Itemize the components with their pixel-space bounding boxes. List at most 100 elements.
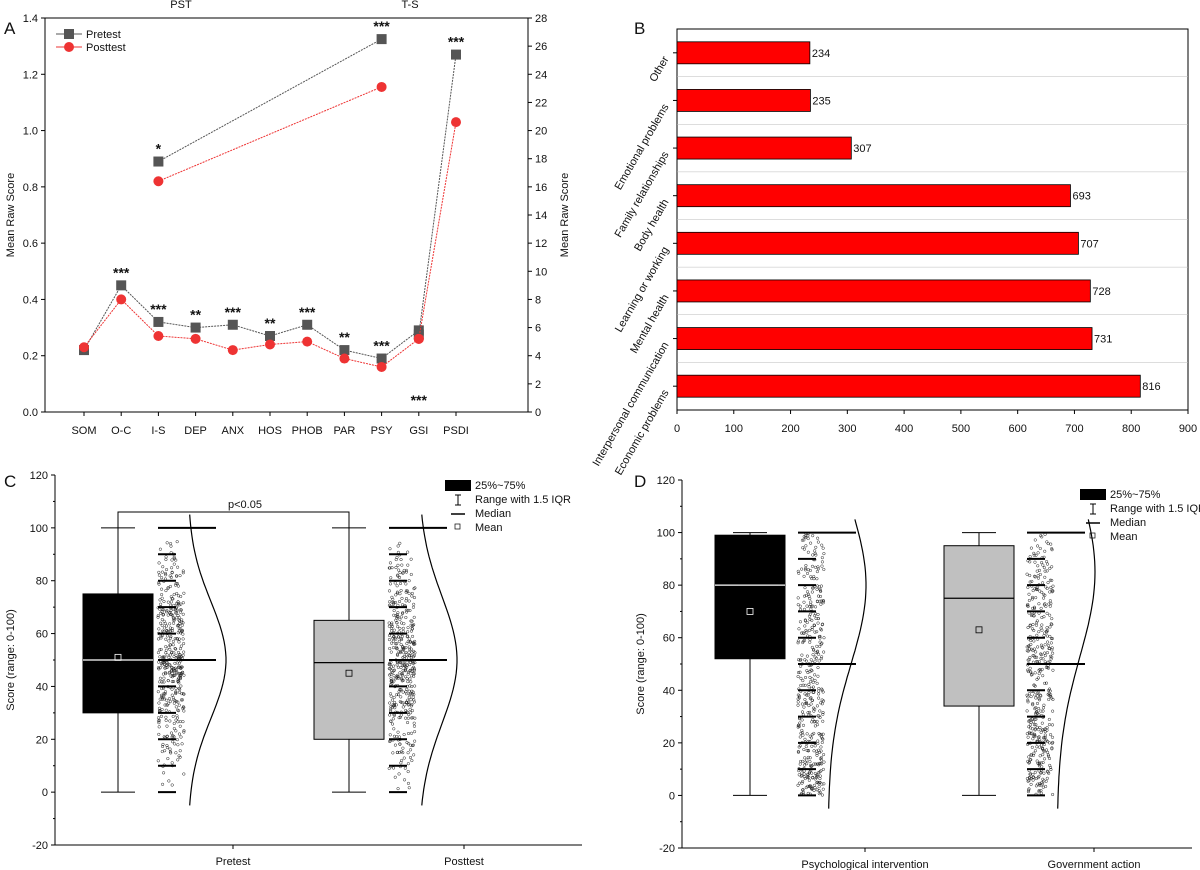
data-point-pretest [265,331,275,342]
legend: 25%~75% Range with 1.5 IQR Median Mean [445,480,571,534]
data-point [399,636,403,641]
x-tick-label: 800 [1122,423,1140,435]
data-point [1033,575,1037,579]
data-point [820,556,824,560]
data-point [171,668,175,672]
data-point [1043,569,1047,573]
data-point [804,593,808,597]
data-point [1047,602,1051,606]
data-point [805,604,809,608]
data-point [168,636,173,640]
data-point [176,743,180,747]
data-point [410,716,414,720]
data-point [1050,617,1054,621]
significance-marker: *** [373,338,390,354]
data-point [158,648,162,652]
data-point [406,770,410,774]
data-point [1037,660,1041,664]
data-point [1047,646,1051,651]
data-point [412,587,416,591]
data-point [408,654,412,658]
data-point [394,645,398,649]
data-point [390,600,394,604]
data-point [176,700,180,704]
data-point [412,753,416,757]
data-point [1051,589,1055,593]
data-point [1051,697,1055,701]
y-tick-label: 80 [663,580,675,592]
data-point [391,597,395,601]
data-point [402,651,406,655]
data-point [156,615,160,619]
data-point [174,611,178,615]
data-point [817,692,821,696]
data-point [157,627,161,631]
y-axis-label: Score (range: 0-100) [635,613,647,715]
data-point [157,667,161,671]
data-point [815,751,819,755]
data-point [412,667,417,671]
data-point [816,666,820,670]
data-point [1026,735,1030,739]
data-point [164,610,168,614]
y-tick-label: 20 [663,738,675,750]
data-point [404,608,408,612]
data-point [171,679,176,684]
data-point [816,741,820,746]
data-point [397,639,401,643]
data-point [1045,540,1049,544]
data-point [388,701,392,705]
data-point [164,718,168,722]
data-point [395,661,399,665]
data-point [165,746,169,750]
data-point [1050,735,1055,739]
data-point [174,690,178,694]
data-point [402,568,406,573]
data-point [1036,776,1040,780]
y-tick-label: 120 [657,475,675,487]
data-point [171,714,175,718]
data-point [161,744,165,749]
bar-value-label: 234 [812,48,830,60]
data-point [802,538,806,542]
y-right-tick-label: 2 [535,379,541,391]
data-point [796,569,800,573]
data-point [411,695,415,699]
data-point [400,596,404,600]
data-point [412,721,416,725]
data-point [164,708,168,712]
y-tick-label: Emotional problems [613,102,672,193]
data-point [412,700,416,704]
data-point [807,614,812,618]
data-point [172,721,176,726]
data-point [1030,627,1035,631]
data-point [412,672,416,676]
data-point [389,650,393,654]
legend-label: 25%~75% [475,480,526,492]
data-point [1047,717,1051,721]
data-point [821,712,825,716]
data-point [170,665,174,670]
data-point [160,617,164,622]
data-point [1030,745,1034,749]
data-point [816,567,820,571]
data-point [1028,647,1032,651]
data-point [806,755,810,759]
data-point [172,701,176,705]
data-point-posttest [413,333,424,344]
data-point [157,732,161,736]
data-point [815,749,819,753]
data-point [812,575,816,579]
data-point [389,709,393,713]
panel-label-c: C [4,472,16,491]
data-point-pretest [376,353,387,364]
data-point [1050,636,1054,641]
y-tick-label: Family relationships [613,149,672,240]
data-point [164,624,169,628]
data-point [806,776,810,780]
data-point [813,673,817,677]
data-point [1042,615,1046,619]
data-point [807,682,811,686]
data-point [802,574,806,578]
data-point [179,666,183,671]
